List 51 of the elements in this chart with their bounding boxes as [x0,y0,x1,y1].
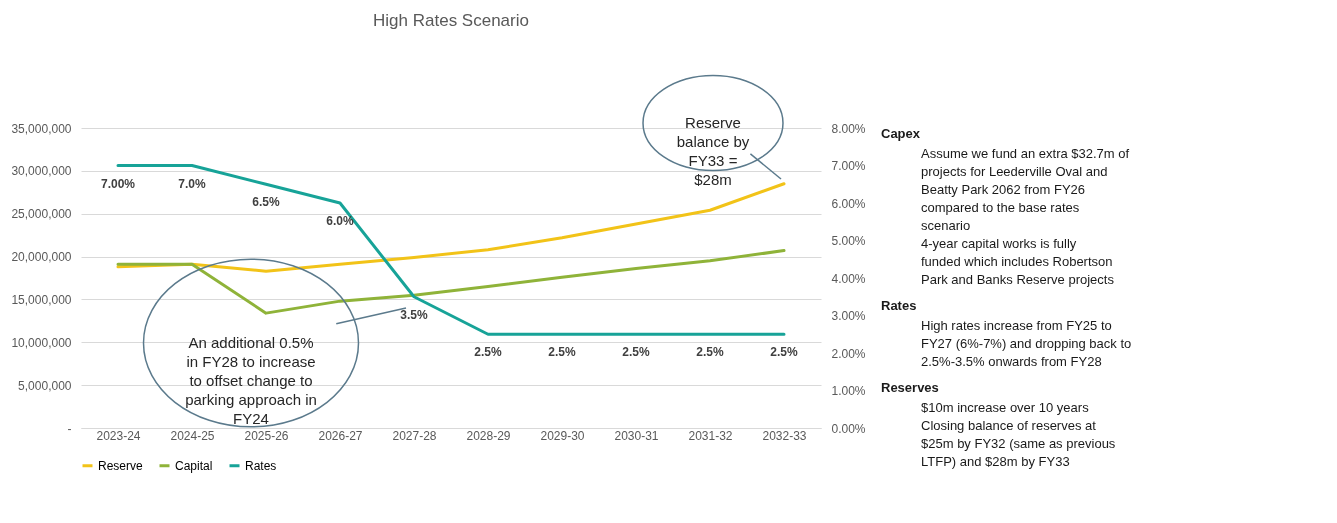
text: Assume we fund an extra $32.7m of projects for Leederville Oval and Beatty Park 2062 from FY26 compared to the base rates scenario [921,146,1130,233]
text: Reserves [881,380,939,395]
annotation: An additional 0.5% in FY28 to increase to offset change to parking approach in FY24 [185,334,317,427]
y-tick-label: - [67,421,72,436]
legend-label: Capital [175,458,213,473]
y2-tick-label: 1.00% [831,384,866,398]
data-label: 7.0% [178,176,206,191]
x-tick-label: 2029-30 [540,428,585,443]
data-label: 6.5% [252,195,280,210]
y2-tick-label: 3.00% [831,309,866,323]
y-tick-label: 20,000,000 [11,250,72,265]
y-tick-label: 35,000,000 [11,121,72,136]
y2-tick-label: 4.00% [831,271,866,286]
y2-tick-label: 0.00% [831,421,866,436]
text: Closing balance of reserves at $25m by FY32 (same as previous LTFP) and $28m by FY33 [921,418,1116,469]
chart-title: High Rates Scenario [373,11,529,31]
data-label: 2.5% [770,345,798,360]
text: 4-year capital works is fully funded which includes Robertson Park and Banks Reserve projects [921,236,1115,287]
x-tick-label: 2028-29 [466,428,511,443]
data-label: 6.0% [326,214,354,228]
y2-tick-label: 8.00% [831,121,866,136]
y2-tick-label: 2.00% [831,346,866,361]
x-tick-label: 2032-33 [762,428,807,443]
x-tick-label: 2030-31 [614,428,659,443]
data-label: 7.00% [100,176,136,191]
data-label: 3.5% [400,307,428,322]
data-label: 2.5% [696,345,724,360]
y2-tick-label: 7.00% [831,159,866,173]
y-tick-label: 15,000,000 [11,292,72,307]
data-label: 2.5% [548,345,576,360]
y-tick-label: 10,000,000 [11,335,72,350]
y-tick-label: 5,000,000 [18,378,72,393]
x-tick-label: 2031-32 [688,428,733,443]
y2-tick-label: 6.00% [831,196,866,211]
x-tick-label: 2025-26 [244,428,289,443]
y2-tick-label: 5.00% [831,234,866,248]
x-tick-label: 2026-27 [318,428,363,443]
x-tick-label: 2024-25 [170,428,215,443]
annotation: Reserve balance by FY33 = $28m [676,114,750,188]
x-tick-label: 2023-24 [96,428,141,443]
legend-label: Reserve [98,458,144,473]
y-tick-label: 25,000,000 [11,207,72,222]
text: High rates increase from FY25 to FY27 (6%-7%) and dropping back to 2.5%-3.5% onwards from FY28 [921,318,1132,369]
data-label: 2.5% [474,345,502,360]
text: Rates [881,298,917,313]
x-tick-label: 2027-28 [392,428,437,443]
data-label: 2.5% [622,345,650,360]
legend-label: Rates [245,458,277,473]
text: Capex [881,126,921,141]
text: $10m increase over 10 years [921,400,1090,415]
y-tick-label: 30,000,000 [11,164,72,179]
